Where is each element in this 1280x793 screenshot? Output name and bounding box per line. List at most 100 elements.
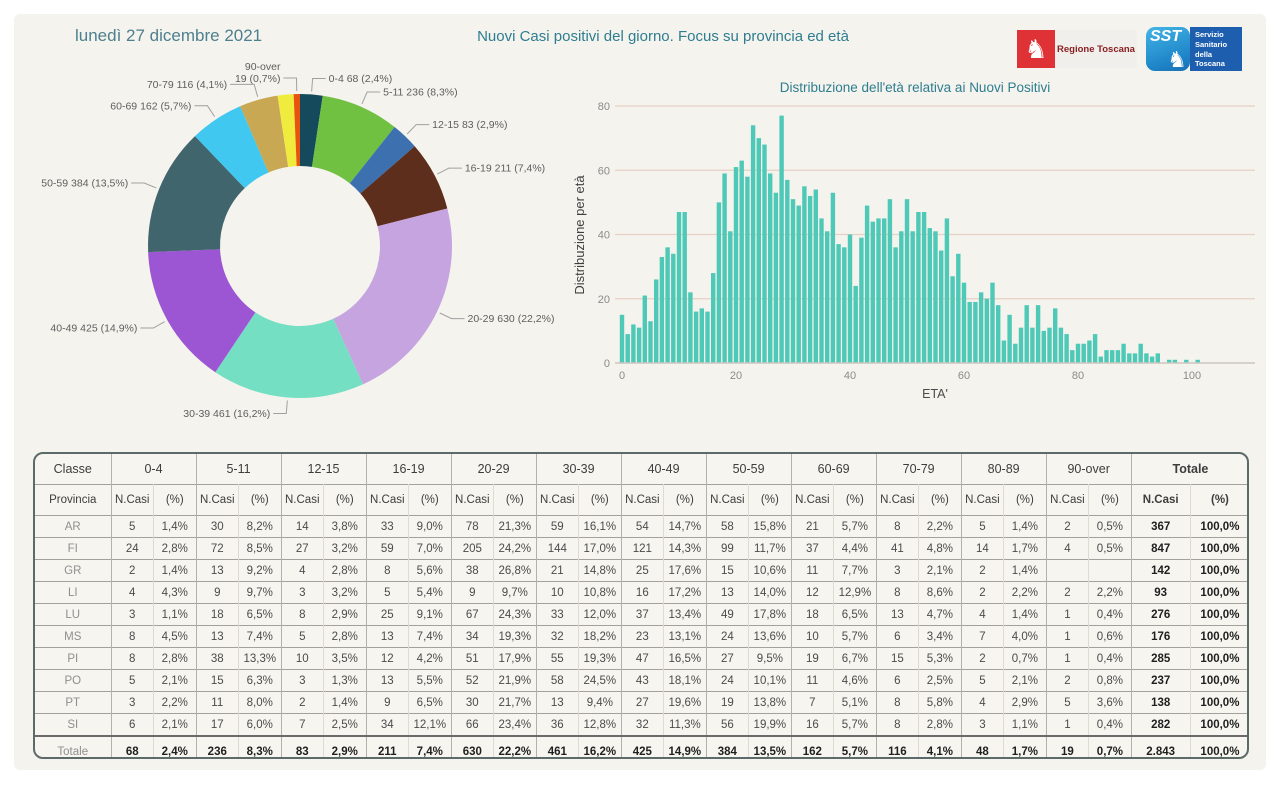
table-cell: 14 [960, 537, 1004, 560]
histogram-bar [773, 192, 779, 363]
x-axis-tick: 0 [619, 370, 625, 382]
table-cell: 0,7% [1003, 647, 1047, 670]
table-cell: 48 [960, 736, 1004, 757]
histogram-bar [739, 160, 744, 363]
table-cell: 5,7% [833, 713, 877, 736]
table-cell: 7 [790, 691, 834, 714]
donut-label: 12-15 83 (2,9%) [432, 119, 507, 131]
table-cell: 10 [535, 581, 579, 604]
histogram-bar [1035, 305, 1041, 363]
table-cell: 2,9% [1003, 691, 1047, 714]
table-cell: 14,8% [578, 559, 622, 582]
table-cell: 99 [705, 537, 749, 560]
donut-label-line [283, 77, 298, 92]
table-cell: 8 [280, 603, 324, 626]
histogram-bar [790, 199, 796, 363]
table-cell: 37 [620, 603, 664, 626]
donut-label: 50-59 384 (13,5%) [41, 178, 128, 190]
table-cell: 6,5% [238, 603, 282, 626]
histogram-bar [779, 115, 784, 363]
donut-slice [360, 146, 448, 227]
table-cell: 59 [365, 537, 409, 560]
table-header-provincia: Provincia [49, 494, 97, 506]
table-cell: 4,6% [833, 669, 877, 692]
table-cell: 16 [620, 581, 664, 604]
table-cell: 2 [1045, 669, 1089, 692]
table-subheader: N.Casi [705, 484, 749, 516]
y-axis-tick: 80 [598, 101, 610, 113]
table-cell: 19,6% [663, 691, 707, 714]
total-label: Totale [57, 746, 89, 758]
table-cell: 25 [620, 559, 664, 582]
histogram-bar [619, 314, 625, 363]
table-cell: 9,0% [408, 515, 452, 538]
table-cell: 2,1% [153, 669, 197, 692]
table-cell: 2,1% [153, 713, 197, 736]
table-cell: 38 [195, 647, 239, 670]
table-subheader: (%) [663, 484, 707, 516]
page-title: Nuovi Casi positivi del giorno. Focus su… [477, 28, 849, 45]
histogram-bar [1070, 350, 1075, 363]
table-cell: 8 [110, 647, 154, 670]
histogram-bar [1167, 359, 1172, 363]
province-cell: LI [67, 586, 78, 599]
table-cell: 1,4% [1003, 603, 1047, 626]
table-cell: 9,1% [408, 603, 452, 626]
table-cell: 13 [705, 581, 749, 604]
table-cell: 4,4% [833, 537, 877, 560]
table-cell: 66 [450, 713, 494, 736]
table-cell: 8 [110, 625, 154, 648]
table-cell: 23 [620, 625, 664, 648]
donut-label: 20-29 630 (22,2%) [467, 313, 554, 325]
donut-slice [300, 94, 323, 167]
donut-label: 5-11 236 (8,3%) [383, 86, 458, 98]
table-cell: 13 [365, 625, 409, 648]
histogram-bar [967, 301, 972, 363]
table-cell: 5 [110, 515, 154, 538]
table-cell: 24,5% [578, 669, 622, 692]
table-cell: 19,3% [493, 625, 537, 648]
table-cell: 4 [960, 691, 1004, 714]
histogram-bar [836, 244, 841, 363]
table-cell: 2,2% [153, 691, 197, 714]
table-cell: 1,4% [153, 559, 197, 582]
donut-label: 90-over 19 (0,7%) [235, 61, 281, 85]
table-cell: 3,4% [918, 625, 962, 648]
table-cell: 142 [1130, 559, 1191, 582]
table-cell: 2.843 [1130, 736, 1191, 757]
table-cell: 1 [1045, 603, 1089, 626]
table-cell: 425 [620, 736, 664, 757]
x-axis-tick: 60 [958, 370, 970, 382]
donut-label-line [273, 400, 288, 414]
table-cell: 5 [960, 669, 1004, 692]
table-cell: 6,7% [833, 647, 877, 670]
province-cell: SI [67, 718, 79, 731]
table-header-group: 16-19 [365, 454, 452, 485]
table-cell: 30 [450, 691, 494, 714]
table-cell: 11 [195, 691, 239, 714]
histogram-bar [648, 321, 653, 363]
table-cell: 21,9% [493, 669, 537, 692]
table-cell: 13 [365, 669, 409, 692]
table-cell: 1,4% [323, 691, 367, 714]
table-cell: 2 [110, 559, 154, 582]
table-cell: 4,5% [153, 625, 197, 648]
table-cell: 0,7% [1088, 736, 1132, 757]
table-cell: 68 [110, 736, 154, 757]
table-cell: 24,2% [493, 537, 537, 560]
total-row: Totale 68 2,4% 236 8,3% 83 2,9% 211 7,4% 630 22,2%… [35, 736, 1247, 758]
donut-label: 40-49 425 (14,9%) [50, 323, 137, 335]
table-cell: 176 [1130, 625, 1191, 648]
table-cell: 27 [705, 647, 749, 670]
histogram-bar [933, 231, 938, 363]
table-cell: 58 [705, 515, 749, 538]
donut-label: 60-69 162 (5,7%) [110, 100, 191, 112]
table-subheader: (%) [578, 484, 622, 516]
histogram-bar [1184, 359, 1189, 363]
table-cell: 2,1% [1003, 669, 1047, 692]
table-cell: 4,7% [918, 603, 962, 626]
table-cell: 3 [960, 713, 1004, 736]
table-cell: 24 [110, 537, 154, 560]
histogram-bar [728, 231, 733, 363]
table-cell: 17,9% [493, 647, 537, 670]
